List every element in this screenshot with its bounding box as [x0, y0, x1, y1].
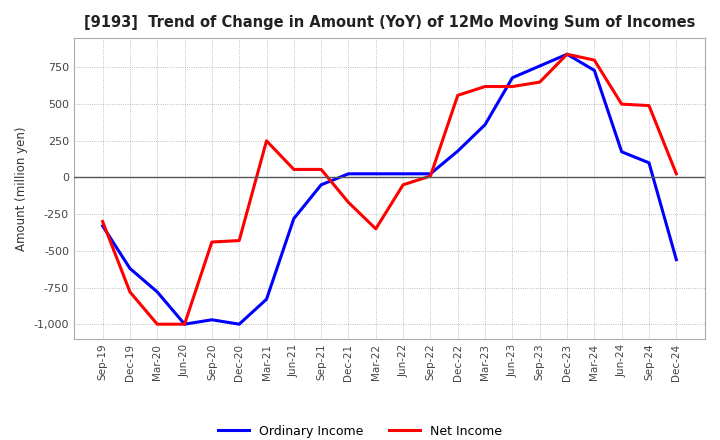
Ordinary Income [426, 171, 435, 176]
Net Income [180, 322, 189, 327]
Net Income [289, 167, 298, 172]
Net Income [590, 58, 598, 63]
Ordinary Income [617, 149, 626, 154]
Ordinary Income [125, 266, 134, 271]
Net Income [508, 84, 517, 89]
Net Income [262, 138, 271, 143]
Net Income [536, 80, 544, 85]
Line: Net Income: Net Income [103, 54, 676, 324]
Ordinary Income [536, 63, 544, 69]
Net Income [454, 93, 462, 98]
Ordinary Income [344, 171, 353, 176]
Net Income [617, 102, 626, 107]
Net Income [207, 239, 216, 245]
Net Income [563, 51, 572, 57]
Line: Ordinary Income: Ordinary Income [103, 54, 676, 324]
Ordinary Income [372, 171, 380, 176]
Net Income [426, 173, 435, 179]
Net Income [372, 226, 380, 231]
Ordinary Income [481, 122, 490, 127]
Net Income [153, 322, 161, 327]
Ordinary Income [508, 75, 517, 81]
Net Income [481, 84, 490, 89]
Ordinary Income [262, 297, 271, 302]
Net Income [344, 200, 353, 205]
Net Income [99, 219, 107, 224]
Net Income [644, 103, 653, 108]
Net Income [235, 238, 243, 243]
Ordinary Income [590, 68, 598, 73]
Legend: Ordinary Income, Net Income: Ordinary Income, Net Income [213, 420, 507, 440]
Net Income [672, 171, 680, 176]
Ordinary Income [563, 51, 572, 57]
Ordinary Income [289, 216, 298, 221]
Ordinary Income [180, 322, 189, 327]
Net Income [125, 289, 134, 294]
Ordinary Income [207, 317, 216, 323]
Ordinary Income [644, 160, 653, 165]
Title: [9193]  Trend of Change in Amount (YoY) of 12Mo Moving Sum of Incomes: [9193] Trend of Change in Amount (YoY) o… [84, 15, 695, 30]
Ordinary Income [153, 289, 161, 294]
Y-axis label: Amount (million yen): Amount (million yen) [15, 126, 28, 251]
Ordinary Income [399, 171, 408, 176]
Net Income [399, 182, 408, 187]
Ordinary Income [454, 148, 462, 154]
Net Income [317, 167, 325, 172]
Ordinary Income [317, 182, 325, 187]
Ordinary Income [99, 223, 107, 228]
Ordinary Income [235, 322, 243, 327]
Ordinary Income [672, 257, 680, 262]
